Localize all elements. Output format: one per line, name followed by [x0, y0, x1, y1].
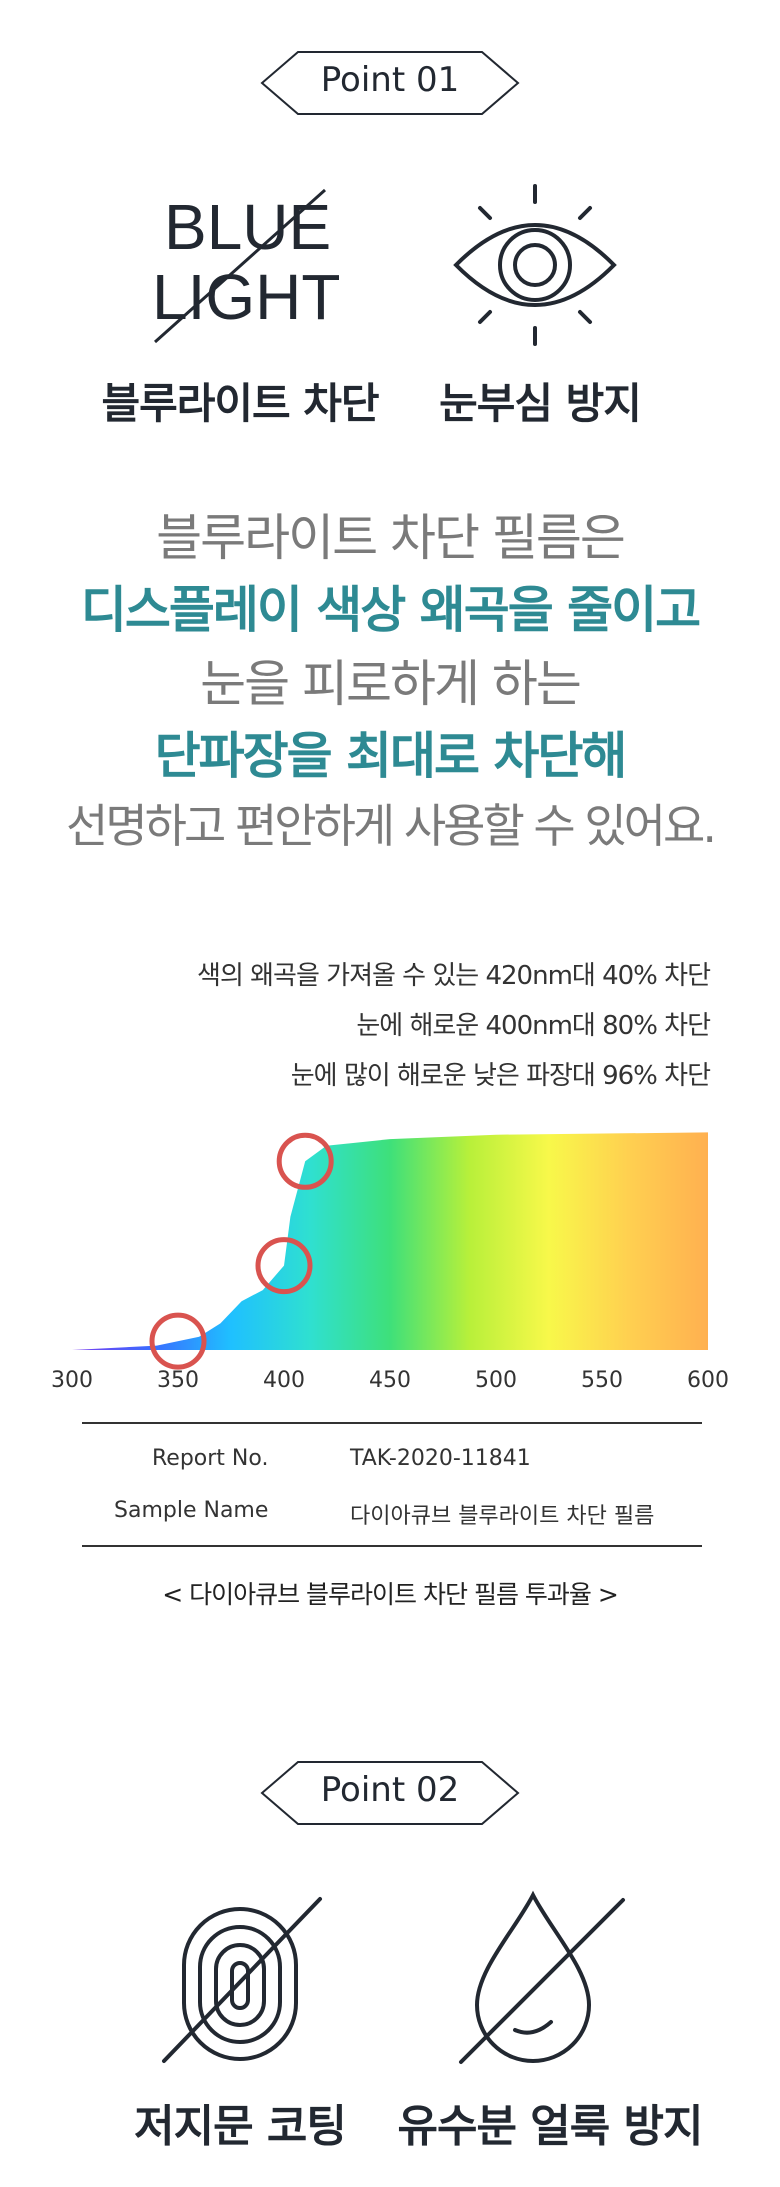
- hexagon-badge-shape: [260, 51, 520, 115]
- copy-line-4: 단파장을 최대로 차단해: [154, 727, 628, 785]
- feature-anti-glare: 눈부심 방지: [439, 379, 642, 428]
- x-tick-label: 300: [51, 1368, 93, 1393]
- water-drop-blocked-icon: [459, 1890, 625, 2064]
- stat-420nm: 색의 왜곡을 가져올 수 있는 420nm대 40% 차단: [197, 961, 711, 991]
- stat-400nm: 눈에 해로운 400nm대 80% 차단: [356, 1011, 711, 1041]
- blue-light-blocked-icon: BLUE LIGHT: [150, 185, 350, 345]
- copy-line-2: 디스플레이 색상 왜곡을 줄이고: [80, 581, 701, 639]
- badge-label: Point 01: [320, 60, 460, 100]
- x-tick-label: 350: [157, 1368, 199, 1393]
- eye-icon: [453, 184, 617, 346]
- report-no-label: Report No.: [152, 1446, 269, 1471]
- stat-short-wavelength: 눈에 많이 해로운 낮은 파장대 96% 차단: [290, 1061, 711, 1091]
- badge-label: Point 02: [320, 1770, 460, 1810]
- x-tick-label: 600: [687, 1368, 729, 1393]
- feature-anti-fingerprint: 저지문 코팅: [134, 2101, 347, 2152]
- copy-line-1: 블루라이트 차단 필름은: [156, 509, 626, 567]
- blue-light-logo-line1: BLUE: [164, 191, 332, 263]
- x-tick-label: 400: [263, 1368, 305, 1393]
- copy-line-3: 눈을 피로하게 하는: [200, 655, 582, 713]
- transmittance-area: [72, 1132, 708, 1350]
- sample-name-label: Sample Name: [114, 1498, 269, 1523]
- point-02-badge: Point 02: [0, 1758, 780, 1828]
- report-top-divider: [82, 1422, 702, 1424]
- feature-stain-prevention: 유수분 얼룩 방지: [397, 2101, 704, 2152]
- x-tick-label: 450: [369, 1368, 411, 1393]
- feature-blue-light-block: 블루라이트 차단: [101, 379, 379, 428]
- transmittance-chart: [72, 1132, 708, 1370]
- x-tick-label: 550: [581, 1368, 623, 1393]
- report-no-value: TAK-2020-11841: [350, 1446, 531, 1471]
- sample-name-value: 다이아큐브 블루라이트 차단 필름: [350, 1504, 655, 1529]
- fingerprint-blocked-icon: [162, 1897, 322, 2063]
- report-bottom-divider: [82, 1545, 702, 1547]
- chart-caption: < 다이아큐브 블루라이트 차단 필름 투과율 >: [162, 1580, 619, 1609]
- highlight-marker-400nm: [255, 1237, 313, 1295]
- x-tick-label: 500: [475, 1368, 517, 1393]
- copy-line-5: 선명하고 편안하게 사용할 수 있어요.: [66, 799, 717, 853]
- highlight-marker-410nm: [276, 1132, 334, 1190]
- point-01-badge: Point 01: [0, 48, 780, 118]
- highlight-marker-350nm: [149, 1312, 207, 1370]
- strike-line-icon: [154, 188, 326, 344]
- hexagon-badge-shape: [260, 1761, 520, 1825]
